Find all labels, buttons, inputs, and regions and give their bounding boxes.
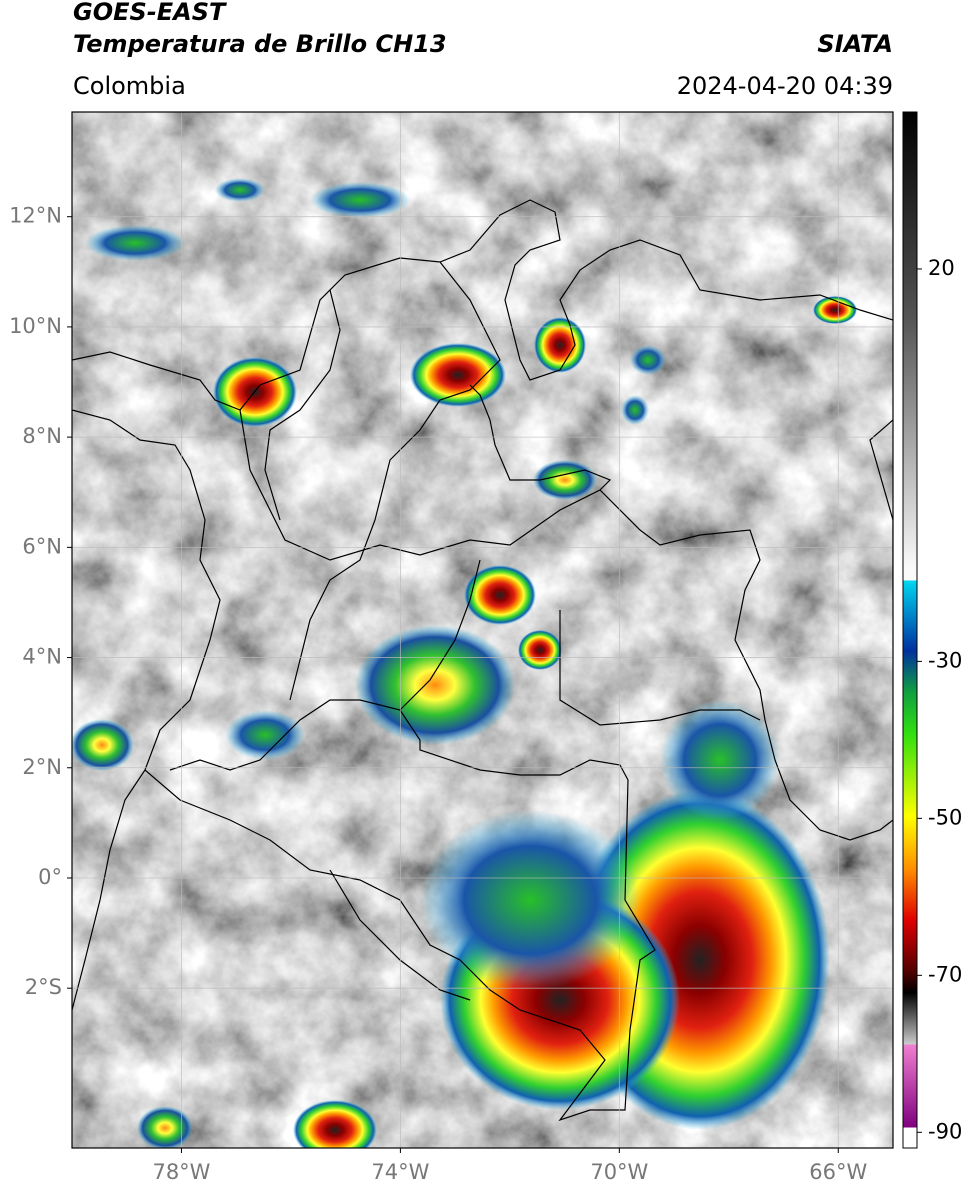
map-frame (71, 111, 894, 1149)
lat-tick-label: 8°N (22, 424, 62, 448)
source: SIATA (817, 30, 893, 58)
datetime: 2024-04-20 04:39 (677, 72, 893, 100)
lon-tick-label: 66°W (809, 1160, 867, 1184)
borders (72, 199, 893, 1122)
colorbar-tick-label: -30 (928, 648, 962, 672)
lat-tick-label: 4°N (22, 645, 62, 669)
colorbar-tick-label: -50 (928, 805, 962, 829)
satellite: GOES-EAST (73, 0, 227, 26)
graticule (72, 112, 893, 1148)
lat-tick-label: 2°N (22, 755, 62, 779)
lon-tick-label: 74°W (371, 1160, 429, 1184)
colorbar-tick-label: -90 (928, 1119, 962, 1143)
colorbar-tick-label: 20 (928, 256, 955, 280)
map-image (72, 112, 893, 1148)
lat-tick-label: 2°S (25, 975, 62, 999)
lat-tick-label: 12°N (9, 204, 62, 228)
region: Colombia (73, 72, 186, 100)
colorbar (902, 111, 918, 1149)
lon-tick-label: 78°W (152, 1160, 210, 1184)
lat-tick-label: 0° (38, 865, 62, 889)
product: Temperatura de Brillo CH13 (73, 30, 447, 58)
colorbar-tick-label: -70 (928, 962, 962, 986)
lat-tick-label: 6°N (22, 534, 62, 558)
convective-cells (72, 178, 857, 1148)
lat-tick-label: 10°N (9, 314, 62, 338)
lon-tick-label: 70°W (590, 1160, 648, 1184)
